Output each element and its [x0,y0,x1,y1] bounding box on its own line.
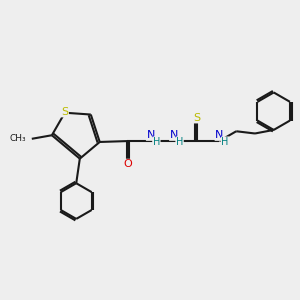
Text: H: H [153,137,160,147]
Text: H: H [176,137,183,147]
Text: N: N [215,130,224,140]
Text: S: S [194,113,200,123]
Text: N: N [146,130,155,140]
Text: CH₃: CH₃ [10,134,26,143]
Text: H: H [221,137,229,147]
Text: N: N [169,130,178,140]
Text: S: S [61,107,68,117]
Text: O: O [123,159,132,169]
